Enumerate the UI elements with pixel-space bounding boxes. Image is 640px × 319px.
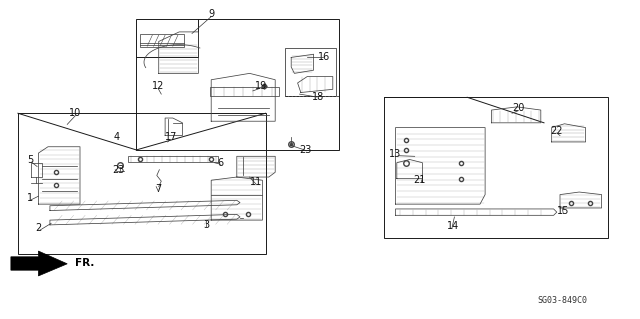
Bar xyxy=(210,87,279,96)
Text: 20: 20 xyxy=(512,103,525,114)
Polygon shape xyxy=(11,251,67,276)
Text: 9: 9 xyxy=(208,9,214,19)
Text: 10: 10 xyxy=(69,108,82,118)
Text: 18: 18 xyxy=(312,92,324,102)
Bar xyxy=(128,156,218,162)
Text: 23: 23 xyxy=(300,145,312,155)
Bar xyxy=(285,48,336,96)
Text: 2: 2 xyxy=(35,223,42,233)
Text: 15: 15 xyxy=(557,206,570,216)
Text: 3: 3 xyxy=(203,220,209,230)
Bar xyxy=(140,34,184,47)
Text: 22: 22 xyxy=(550,126,563,136)
Text: 6: 6 xyxy=(218,158,224,168)
Text: 19: 19 xyxy=(255,81,268,91)
Text: 14: 14 xyxy=(447,221,460,232)
Text: 17: 17 xyxy=(165,132,178,142)
Text: 12: 12 xyxy=(152,81,164,91)
Text: SG03-849C0: SG03-849C0 xyxy=(537,296,587,305)
Text: 11: 11 xyxy=(250,177,262,187)
Text: 5: 5 xyxy=(27,155,33,165)
Text: 16: 16 xyxy=(318,52,331,63)
Bar xyxy=(384,97,608,238)
Text: 4: 4 xyxy=(114,132,120,142)
Text: 1: 1 xyxy=(27,193,33,203)
Text: FR.: FR. xyxy=(75,258,94,268)
Text: 21: 21 xyxy=(413,175,426,185)
Text: 7: 7 xyxy=(155,184,161,194)
Text: 23: 23 xyxy=(112,165,125,175)
Bar xyxy=(136,19,339,150)
Bar xyxy=(18,113,266,254)
Text: 13: 13 xyxy=(389,149,402,159)
